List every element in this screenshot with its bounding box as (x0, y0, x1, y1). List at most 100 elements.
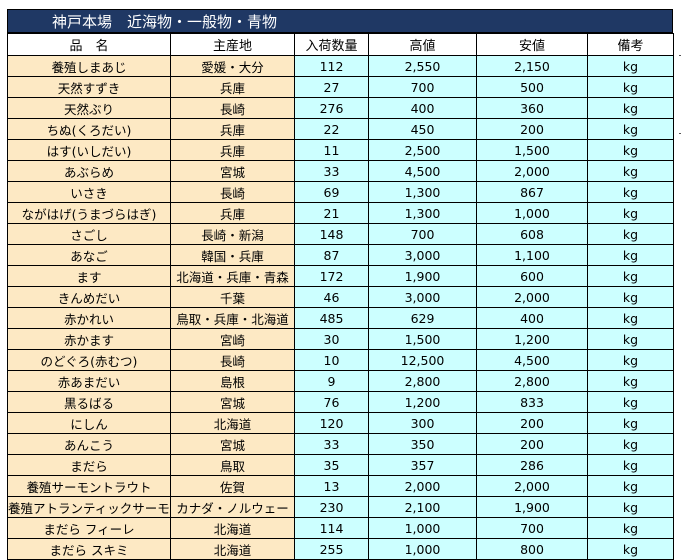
cell-remarks: kg (587, 286, 674, 308)
cell-remarks: kg (587, 496, 674, 518)
cell-high-price: 300 (368, 412, 477, 434)
column-header-low-price: 安値 (476, 33, 588, 56)
cell-remarks: kg (587, 202, 674, 224)
cell-quantity: 33 (294, 433, 369, 455)
cell-high-price: 1,300 (368, 181, 477, 203)
table-row: にしん 北海道 120 300 200 kg (7, 412, 674, 434)
cell-origin: 宮城 (170, 160, 295, 182)
cell-quantity: 33 (294, 160, 369, 182)
table-row: あなご 韓国・兵庫 87 3,000 1,100 kg (7, 244, 674, 266)
cell-quantity: 485 (294, 307, 369, 329)
cell-high-price: 3,000 (368, 244, 477, 266)
cell-name: あんこう (7, 433, 171, 455)
cell-low-price: 500 (476, 76, 588, 98)
cell-origin: 長崎 (170, 97, 295, 119)
cell-quantity: 172 (294, 265, 369, 287)
cell-high-price: 2,500 (368, 139, 477, 161)
cell-quantity: 114 (294, 517, 369, 539)
table-row: 天然すずき 兵庫 27 700 500 kg (7, 76, 674, 98)
cell-high-price: 2,100 (368, 496, 477, 518)
cell-low-price: 200 (476, 412, 588, 434)
cell-remarks: kg (587, 328, 674, 350)
cell-quantity: 120 (294, 412, 369, 434)
cell-origin: 北海道 (170, 538, 295, 560)
cell-high-price: 450 (368, 118, 477, 140)
cell-high-price: 1,200 (368, 391, 477, 413)
cell-remarks: kg (587, 118, 674, 140)
cell-origin: 兵庫 (170, 202, 295, 224)
column-header-name: 品 名 (7, 33, 171, 56)
cell-quantity: 230 (294, 496, 369, 518)
cell-quantity: 21 (294, 202, 369, 224)
cell-name: まだら (7, 454, 171, 476)
cell-remarks: kg (587, 76, 674, 98)
column-header-remarks: 備考 (587, 33, 674, 56)
table-row: 赤かます 宮崎 30 1,500 1,200 kg (7, 328, 674, 350)
cell-origin: 北海道 (170, 517, 295, 539)
cell-remarks: kg (587, 265, 674, 287)
cell-name: にしん (7, 412, 171, 434)
cell-origin: 長崎 (170, 349, 295, 371)
table-row: まだら フィーレ 北海道 114 1,000 700 kg (7, 517, 674, 539)
cell-quantity: 276 (294, 97, 369, 119)
cell-high-price: 12,500 (368, 349, 477, 371)
table-row: きんめだい 千葉 46 3,000 2,000 kg (7, 286, 674, 308)
cell-high-price: 2,000 (368, 475, 477, 497)
table-row: ながはげ(うまづらはぎ) 兵庫 21 1,300 1,000 kg (7, 202, 674, 224)
cell-name: 赤あまだい (7, 370, 171, 392)
cell-high-price: 400 (368, 97, 477, 119)
cell-origin: 宮崎 (170, 328, 295, 350)
cell-low-price: 833 (476, 391, 588, 413)
cell-remarks: kg (587, 244, 674, 266)
cell-remarks: kg (587, 517, 674, 539)
cell-low-price: 600 (476, 265, 588, 287)
cell-name: 赤かます (7, 328, 171, 350)
cell-high-price: 1,000 (368, 538, 477, 560)
table-row: いさき 長崎 69 1,300 867 kg (7, 181, 674, 203)
column-header-quantity: 入荷数量 (294, 33, 369, 56)
cell-name: きんめだい (7, 286, 171, 308)
table-row: ちぬ(くろだい) 兵庫 22 450 200 kg (7, 118, 674, 140)
cell-origin: 鳥取・兵庫・北海道 (170, 307, 295, 329)
cell-origin: 鳥取 (170, 454, 295, 476)
cell-low-price: 200 (476, 118, 588, 140)
cell-low-price: 1,900 (476, 496, 588, 518)
price-sheet: 神戸本場 近海物・一般物・青物 品 名 主産地 入荷数量 高値 安値 備考 養殖… (7, 9, 674, 560)
price-table: 品 名 主産地 入荷数量 高値 安値 備考 養殖しまあじ 愛媛・大分 112 2,55… (7, 33, 674, 560)
cell-high-price: 1,900 (368, 265, 477, 287)
cell-origin: 長崎 (170, 181, 295, 203)
cell-name: 養殖アトランティックサーモン (7, 496, 171, 518)
cell-name: ながはげ(うまづらはぎ) (7, 202, 171, 224)
cell-high-price: 2,800 (368, 370, 477, 392)
cell-remarks: kg (587, 433, 674, 455)
column-header-high-price: 高値 (368, 33, 477, 56)
cell-quantity: 13 (294, 475, 369, 497)
cell-remarks: kg (587, 454, 674, 476)
table-row: ます 北海道・兵庫・青森 172 1,900 600 kg (7, 265, 674, 287)
table-row: 養殖しまあじ 愛媛・大分 112 2,550 2,150 kg (7, 55, 674, 77)
cell-quantity: 87 (294, 244, 369, 266)
cell-name: まだら フィーレ (7, 517, 171, 539)
table-row: 赤あまだい 島根 9 2,800 2,800 kg (7, 370, 674, 392)
cell-low-price: 1,500 (476, 139, 588, 161)
table-row: はす(いしだい) 兵庫 11 2,500 1,500 kg (7, 139, 674, 161)
cell-high-price: 1,500 (368, 328, 477, 350)
cell-origin: 兵庫 (170, 76, 295, 98)
cell-quantity: 76 (294, 391, 369, 413)
table-row: 赤かれい 鳥取・兵庫・北海道 485 629 400 kg (7, 307, 674, 329)
cell-name: はす(いしだい) (7, 139, 171, 161)
cell-quantity: 22 (294, 118, 369, 140)
cell-low-price: 2,800 (476, 370, 588, 392)
cell-remarks: kg (587, 391, 674, 413)
cell-high-price: 700 (368, 223, 477, 245)
cell-origin: 島根 (170, 370, 295, 392)
cell-name: 天然すずき (7, 76, 171, 98)
cell-name: 黒るばる (7, 391, 171, 413)
cell-remarks: kg (587, 307, 674, 329)
cell-low-price: 700 (476, 517, 588, 539)
cell-quantity: 46 (294, 286, 369, 308)
cell-low-price: 1,000 (476, 202, 588, 224)
cell-quantity: 9 (294, 370, 369, 392)
cell-remarks: kg (587, 223, 674, 245)
cell-quantity: 69 (294, 181, 369, 203)
